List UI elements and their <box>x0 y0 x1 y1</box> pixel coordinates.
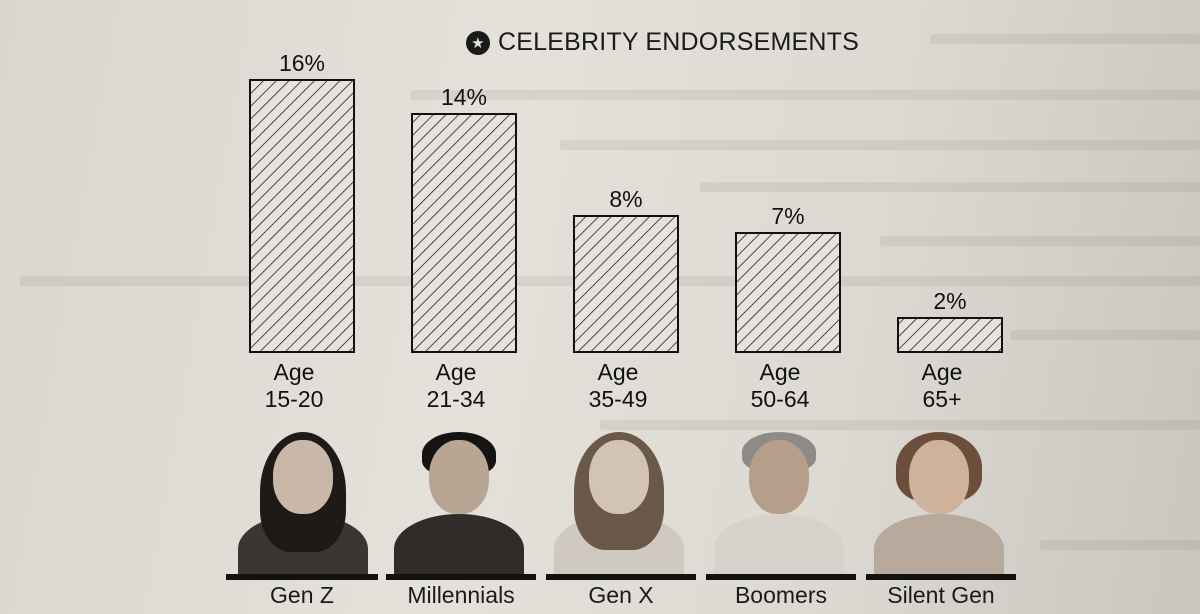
value-label-1: 16% <box>279 50 325 76</box>
bar-chart: 16%Age15-2014%Age21-348%Age35-497%Age50-… <box>249 50 1003 412</box>
gen-baseline-2 <box>386 574 536 580</box>
bar-3 <box>573 215 679 353</box>
chart-title: ★ CELEBRITY ENDORSEMENTS <box>466 28 859 57</box>
value-label-5: 2% <box>933 288 966 314</box>
category-label-4-line-1: Age <box>760 359 801 385</box>
category-label-2-line-2: 21-34 <box>427 386 486 412</box>
bar-4 <box>735 232 841 353</box>
category-label-2-line-1: Age <box>436 359 477 385</box>
value-label-3: 8% <box>609 186 642 212</box>
gen-baseline-5 <box>866 574 1016 580</box>
star-circle-icon: ★ <box>466 30 490 55</box>
gen-z-portrait <box>230 432 376 574</box>
millennials-portrait <box>386 432 532 574</box>
gen-baseline-4 <box>706 574 856 580</box>
boomers-portrait <box>706 432 852 574</box>
gen-baseline-3 <box>546 574 696 580</box>
bar-5 <box>897 317 1003 353</box>
gen-label-millennials: Millennials <box>407 582 515 608</box>
bar-2 <box>411 113 517 353</box>
category-label-5-line-2: 65+ <box>922 386 961 412</box>
gen-label-boomers: Boomers <box>734 582 828 608</box>
gen-x-portrait <box>546 432 692 574</box>
value-label-4: 7% <box>771 203 804 229</box>
category-label-5-line-1: Age <box>922 359 963 385</box>
gen-baseline-1 <box>226 574 378 580</box>
category-label-3-line-2: 35-49 <box>589 386 648 412</box>
chart-title-text: CELEBRITY ENDORSEMENTS <box>498 28 859 56</box>
value-label-2: 14% <box>441 84 487 110</box>
category-label-3-line-1: Age <box>598 359 639 385</box>
gen-label-gen-x: Gen X <box>588 582 654 608</box>
bar-1 <box>249 79 355 353</box>
gen-label-silent-gen: Silent Gen <box>887 582 995 608</box>
silent-gen-portrait <box>866 432 1012 574</box>
category-label-4-line-2: 50-64 <box>751 386 810 412</box>
gen-label-gen-z: Gen Z <box>270 582 334 608</box>
category-label-1-line-2: 15-20 <box>265 386 324 412</box>
category-label-1-line-1: Age <box>274 359 315 385</box>
